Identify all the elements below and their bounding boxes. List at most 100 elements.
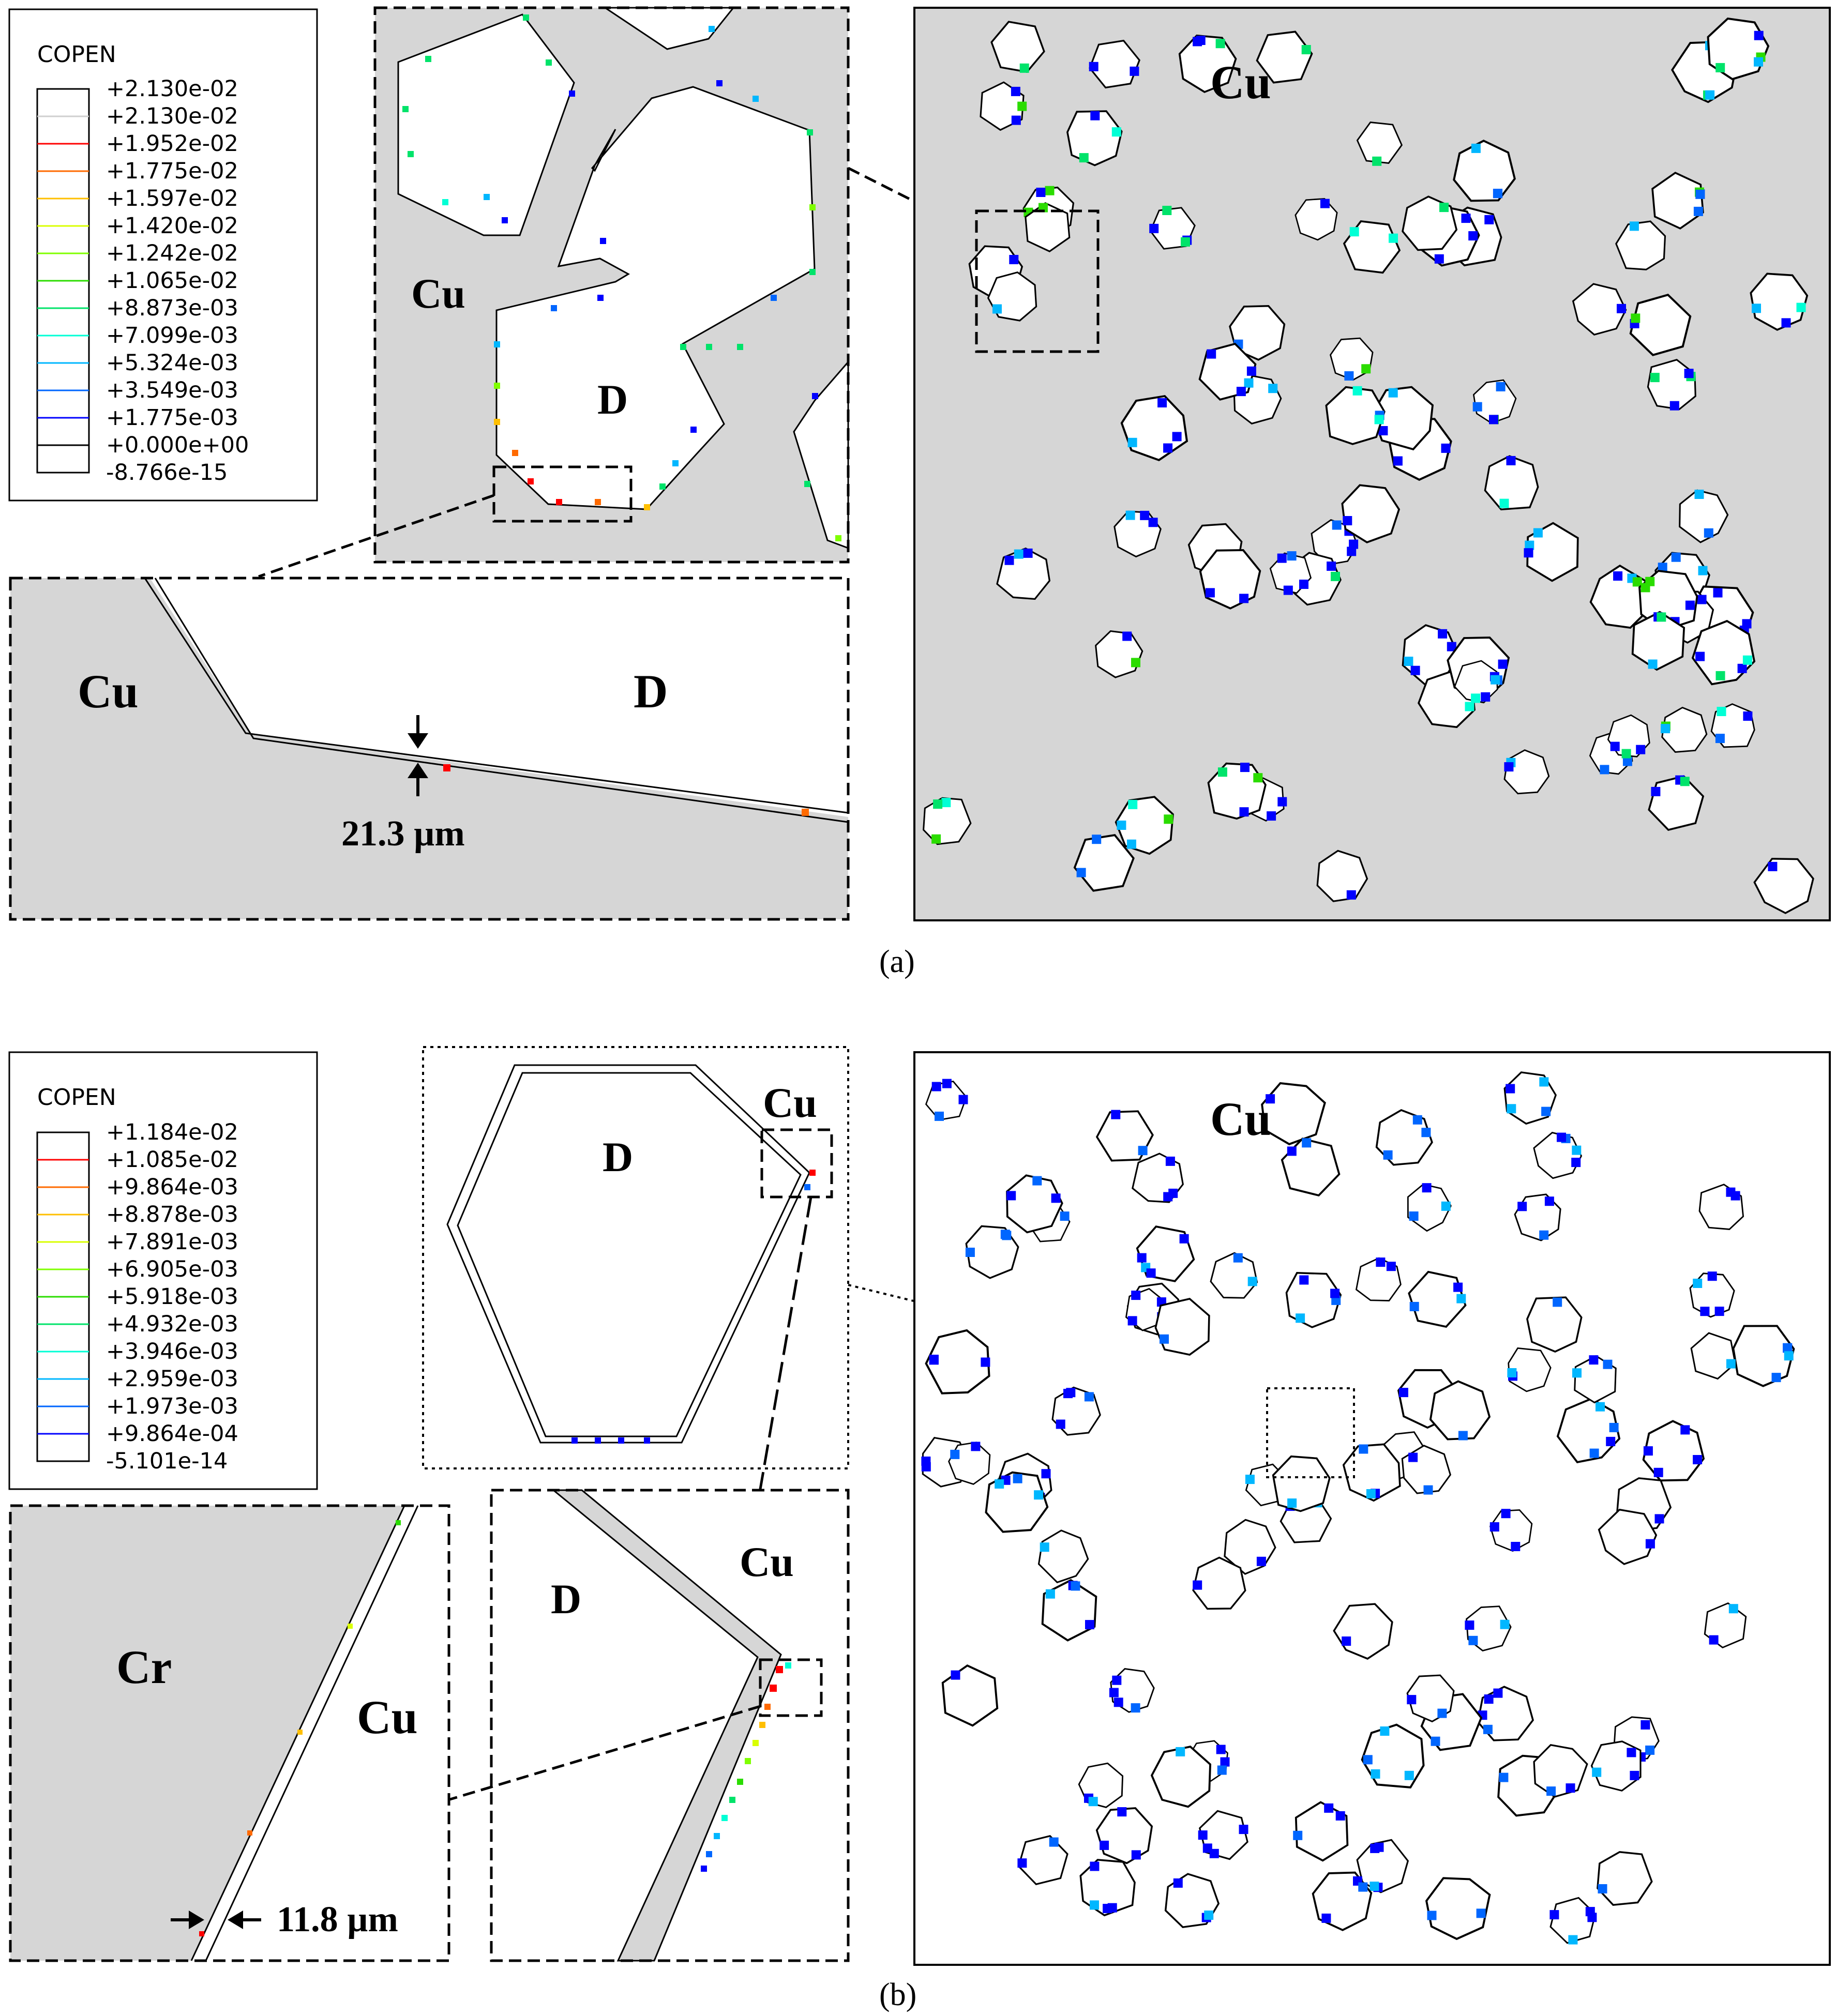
contact-node <box>1408 1452 1418 1462</box>
contact-node <box>1441 443 1451 453</box>
contact-node <box>1695 189 1705 199</box>
contact-node <box>1386 1262 1396 1271</box>
contact-node <box>1277 797 1287 807</box>
contact-node <box>1632 577 1642 587</box>
contact-node <box>1112 1675 1122 1685</box>
contact-node <box>1651 786 1661 796</box>
contact-node <box>1076 868 1086 877</box>
contact-node <box>1023 548 1033 558</box>
contact-node <box>1131 1291 1141 1300</box>
contact-node <box>1498 659 1508 669</box>
contact-node <box>1253 773 1263 783</box>
contact-node <box>1181 237 1190 247</box>
contact-node <box>1131 1703 1140 1713</box>
contact-node <box>1598 1884 1607 1893</box>
contact-node <box>1631 313 1641 323</box>
contact-node <box>1645 1745 1655 1755</box>
contact-node <box>1287 551 1297 561</box>
contact-node <box>1483 1724 1493 1734</box>
contact-node <box>1358 1882 1368 1892</box>
contact-node <box>1045 1589 1055 1599</box>
contact-node <box>1374 415 1384 425</box>
contact-node <box>1089 62 1098 71</box>
contact-node <box>1324 1803 1334 1813</box>
legend-a-labels: +2.130e-02+2.130e-02+1.952e-02+1.775e-02… <box>106 76 249 486</box>
contact-node <box>1700 1307 1710 1316</box>
contact-node <box>1630 1770 1639 1780</box>
legend-label: +9.864e-04 <box>106 1421 238 1447</box>
contact-node <box>1589 1448 1599 1458</box>
connector <box>759 1196 812 1490</box>
contact-node <box>1287 1146 1297 1156</box>
contact-node <box>1063 1389 1073 1399</box>
legend-label: +1.242e-02 <box>106 240 238 266</box>
contact-node <box>1622 756 1632 766</box>
contact-node <box>1137 1253 1147 1263</box>
contact-node <box>1493 1688 1503 1698</box>
legend-label: +1.597e-02 <box>106 186 238 211</box>
contact-node <box>1728 1604 1738 1614</box>
contact-node <box>1476 1908 1486 1918</box>
particle <box>397 13 575 236</box>
contact-node <box>1697 595 1707 604</box>
contact-node <box>1669 401 1679 411</box>
contact-node <box>1484 1694 1494 1704</box>
contact-node <box>1471 143 1481 153</box>
contact-node <box>1349 227 1359 237</box>
contact-node <box>1621 749 1631 759</box>
contact-node <box>1266 1094 1275 1104</box>
contact-node <box>1215 39 1225 49</box>
contact-node <box>1439 203 1449 213</box>
contact-node <box>1090 1900 1099 1910</box>
contact-node <box>1011 115 1021 125</box>
contact-node <box>1507 1104 1516 1114</box>
contact-node <box>1695 651 1705 661</box>
contact-node <box>1247 1277 1257 1286</box>
contact-node <box>941 798 951 808</box>
contact-node <box>1657 612 1666 622</box>
contact-node <box>1610 741 1620 751</box>
contact-node <box>1553 1297 1562 1307</box>
contact-node <box>1090 111 1100 120</box>
contact-node <box>1465 1620 1474 1630</box>
caption-a: (a) <box>879 944 915 979</box>
legend-label: +2.130e-02 <box>106 76 238 102</box>
thickness-label-a: 21.3 µm <box>341 814 465 854</box>
connector <box>258 494 494 578</box>
contact-node <box>1378 426 1388 435</box>
contact-node <box>1499 1772 1509 1782</box>
contact-node <box>1465 702 1474 711</box>
contact-node <box>1506 1084 1515 1094</box>
contact-node <box>1506 456 1516 465</box>
zoom-a-1-d-label: D <box>597 376 628 423</box>
contact-node <box>1784 1351 1794 1361</box>
contact-node <box>1504 762 1514 772</box>
contact-node <box>1071 1581 1080 1591</box>
contact-node <box>1533 528 1543 538</box>
main-map-a: Cu <box>913 7 1831 924</box>
contact-node <box>1347 547 1357 556</box>
contact-node <box>1019 63 1029 73</box>
legend-label: +1.065e-02 <box>106 268 238 294</box>
contact-node <box>1233 1253 1243 1263</box>
contact-node <box>1296 1313 1305 1323</box>
zoom-b-1-cu-label: Cu <box>763 1079 817 1126</box>
main-b-cu-label: Cu <box>1210 1093 1271 1145</box>
contact-node <box>958 1095 968 1104</box>
contact-node <box>1643 1446 1653 1456</box>
contact-node <box>1088 1797 1098 1807</box>
main-map-b: Cu <box>913 1051 1831 1966</box>
contact-node <box>1320 199 1330 208</box>
contact-node <box>1363 1755 1373 1765</box>
contact-node <box>1240 763 1250 772</box>
contact-node <box>1236 387 1246 397</box>
particles-b <box>914 1062 1797 1952</box>
contact-node <box>1606 1436 1616 1446</box>
contact-node <box>1546 1786 1556 1796</box>
contact-node <box>1517 1202 1527 1211</box>
contact-node <box>1146 1268 1156 1278</box>
contact-node <box>1117 821 1126 830</box>
contact-node <box>1040 1542 1049 1552</box>
contact-node <box>1372 156 1382 166</box>
contact-node <box>1658 563 1667 572</box>
